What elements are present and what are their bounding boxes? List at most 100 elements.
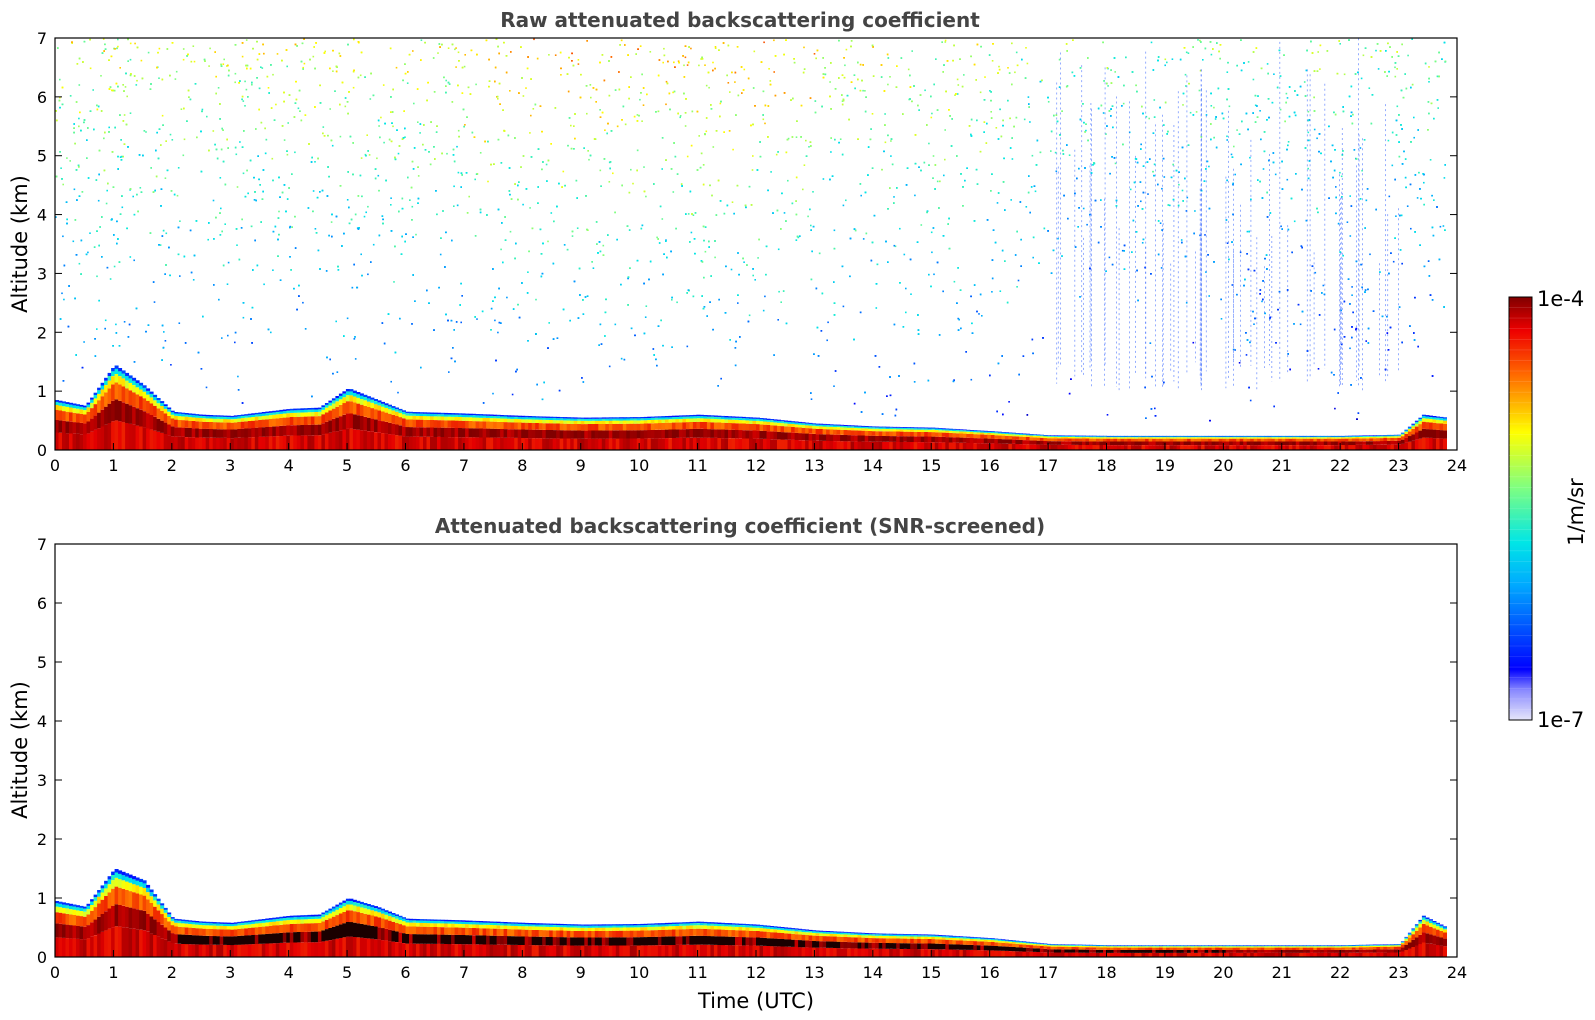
boundary-layer-cell: [209, 418, 214, 422]
noise-speckle: [1262, 168, 1265, 170]
boundary-layer-cell: [1110, 436, 1114, 438]
noise-speckle: [663, 47, 665, 50]
boundary-layer-cell: [945, 442, 950, 450]
boundary-layer-cell: [437, 420, 441, 428]
boundary-layer-cell: [822, 425, 827, 427]
boundary-layer-cell: [1313, 435, 1318, 437]
boundary-layer-cell: [507, 415, 512, 417]
boundary-layer-cell: [756, 438, 760, 450]
boundary-layer-cell: [412, 413, 417, 416]
boundary-layer-cell: [55, 410, 59, 420]
boundary-layer-cell: [1348, 435, 1353, 437]
boundary-layer-cell: [1351, 441, 1356, 445]
noise-speckle: [104, 319, 107, 322]
boundary-layer-cell: [58, 405, 63, 411]
boundary-layer-cell: [780, 426, 785, 433]
noise-speckle: [457, 171, 460, 174]
noise-speckle: [217, 87, 220, 89]
boundary-layer-cell: [503, 415, 508, 417]
boundary-layer-cell: [721, 419, 725, 423]
boundary-layer-cell: [973, 434, 978, 439]
boundary-layer-cell: [784, 420, 788, 422]
boundary-layer-cell: [240, 416, 245, 419]
boundary-layer-cell: [275, 410, 280, 412]
boundary-layer-cell: [202, 416, 207, 419]
boundary-layer-cell: [721, 429, 725, 438]
boundary-layer-cell: [752, 424, 757, 431]
boundary-layer-cell: [731, 423, 736, 430]
boundary-layer-cell: [815, 424, 820, 427]
boundary-layer-cell: [1369, 441, 1374, 445]
boundary-layer-cell: [366, 396, 371, 399]
boundary-layer-cell: [1236, 437, 1241, 439]
boundary-layer-cell: [370, 408, 375, 419]
boundary-layer-cell: [976, 432, 981, 435]
boundary-layer-cell: [314, 424, 319, 436]
boundary-layer-cell: [552, 423, 557, 430]
boundary-layer-cell: [1011, 436, 1016, 440]
boundary-layer-cell: [174, 415, 179, 420]
noise-speckle: [453, 205, 455, 207]
boundary-layer-cell: [1215, 441, 1220, 445]
boundary-layer-cell: [440, 412, 445, 415]
noise-speckle: [1106, 414, 1109, 416]
boundary-layer-cell: [366, 398, 371, 402]
boundary-layer-cell: [1243, 438, 1248, 442]
boundary-layer-cell: [787, 420, 792, 422]
boundary-layer-cell: [1299, 441, 1304, 445]
boundary-layer-cell: [289, 408, 294, 411]
boundary-layer-cell: [808, 422, 813, 424]
boundary-layer-cell: [93, 404, 98, 416]
boundary-layer-cell: [1439, 416, 1444, 419]
boundary-layer-cell: [952, 437, 957, 443]
boundary-layer-cell: [640, 423, 645, 431]
boundary-layer-cell: [633, 417, 638, 419]
boundary-layer-cell: [1050, 435, 1055, 437]
boundary-layer-cell: [619, 438, 624, 450]
boundary-layer-cell: [692, 421, 697, 429]
boundary-layer-cell: [847, 435, 852, 442]
noise-speckle: [294, 151, 296, 154]
boundary-layer-cell: [692, 416, 697, 419]
boundary-layer-cell: [244, 421, 249, 429]
noise-speckle: [1249, 399, 1252, 402]
boundary-layer-cell: [1341, 441, 1346, 445]
boundary-layer-cell: [209, 437, 214, 450]
boundary-layer-cell: [934, 427, 939, 429]
boundary-layer-cell: [426, 413, 431, 417]
boundary-layer-cell: [570, 420, 575, 424]
boundary-layer-cell: [745, 418, 750, 421]
boundary-layer-cell: [990, 433, 995, 435]
boundary-layer-cell: [983, 438, 988, 444]
boundary-layer-cell: [1355, 436, 1360, 437]
boundary-layer-cell: [1274, 437, 1279, 439]
boundary-layer-cell: [692, 428, 697, 438]
boundary-layer-cell: [303, 408, 308, 410]
boundary-layer-cell: [503, 418, 508, 423]
boundary-layer-cell: [349, 428, 354, 450]
boundary-layer-cell: [1197, 441, 1202, 445]
noise-speckle: [62, 235, 64, 238]
boundary-layer-cell: [1390, 434, 1395, 436]
boundary-layer-cell: [997, 431, 1002, 433]
boundary-layer-cell: [433, 416, 438, 420]
boundary-layer-cell: [1110, 438, 1114, 442]
boundary-layer-cell: [517, 429, 522, 438]
boundary-layer-cell: [279, 417, 284, 426]
boundary-layer-cell: [97, 390, 102, 394]
boundary-layer-cell: [570, 418, 575, 421]
boundary-layer-cell: [847, 430, 852, 436]
boundary-layer-cell: [671, 419, 676, 423]
boundary-layer-cell: [552, 420, 557, 424]
boundary-layer-cell: [713, 419, 718, 423]
noise-speckle: [397, 152, 400, 155]
boundary-layer-cell: [861, 428, 866, 431]
boundary-layer-cell: [594, 424, 599, 431]
noise-speckle: [236, 244, 238, 246]
boundary-layer-cell: [503, 437, 508, 450]
boundary-layer-cell: [195, 417, 200, 422]
boundary-layer-cell: [188, 420, 193, 428]
boundary-layer-cell: [65, 411, 70, 422]
noise-speckle: [170, 364, 172, 366]
boundary-layer-cell: [489, 437, 494, 450]
